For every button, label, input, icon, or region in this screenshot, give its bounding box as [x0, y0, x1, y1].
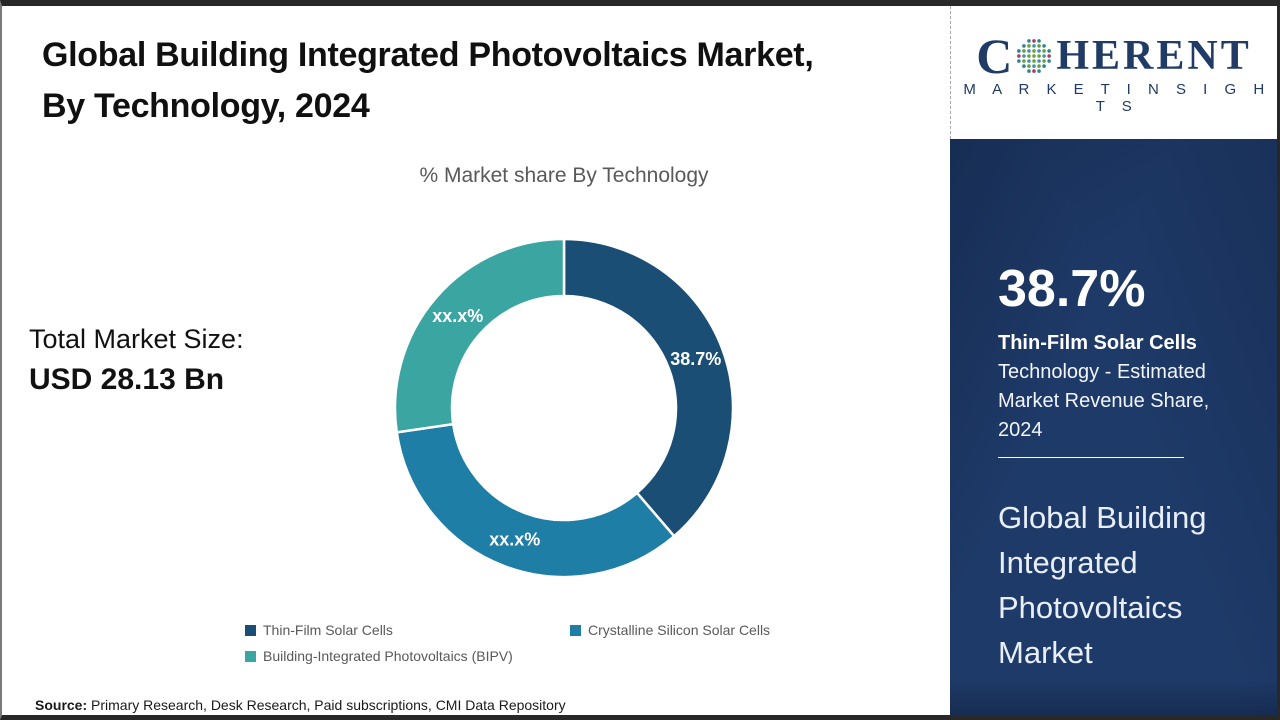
source-text: Primary Research, Desk Research, Paid su…: [91, 697, 566, 713]
legend-label: Thin-Film Solar Cells: [263, 622, 393, 638]
slice-value-label-1: xx.x%: [489, 530, 540, 550]
legend-item[interactable]: Thin-Film Solar Cells: [245, 622, 570, 638]
highlight-stat-description: Thin-Film Solar Cells Technology - Estim…: [998, 329, 1250, 445]
chart-title: % Market share By Technology: [419, 164, 709, 187]
sidebar: C HERENT M A R K E T I N S I G H T S 38.…: [950, 6, 1277, 715]
logo-letter-c: C: [976, 28, 1013, 84]
sidebar-market-name: Global Building Integrated Photovoltaics…: [998, 500, 1207, 670]
slice-value-label-2: xx.x%: [432, 306, 483, 326]
page-title-line2: By Technology, 2024: [42, 87, 370, 125]
source-line: Source: Primary Research, Desk Research,…: [35, 697, 566, 713]
stat-desc-bold: Thin-Film Solar Cells: [998, 332, 1197, 354]
donut-slice-2[interactable]: [393, 237, 566, 434]
source-label: Source:: [35, 697, 88, 713]
chart-legend: Thin-Film Solar Cells Crystalline Silicon…: [245, 622, 770, 664]
stat-desc-rest: Technology - Estimated Market Revenue Sh…: [998, 361, 1210, 441]
page-title: Global Building Integrated Photovoltaics…: [42, 30, 814, 132]
legend-item[interactable]: Building-Integrated Photovoltaics (BIPV): [245, 648, 570, 664]
legend-item[interactable]: Crystalline Silicon Solar Cells: [570, 622, 770, 638]
donut-slice-1[interactable]: [395, 422, 676, 579]
donut-chart[interactable]: 38.7% xx.x% xx.x%: [364, 208, 764, 608]
logo-letters-rest: HERENT: [1056, 33, 1252, 79]
total-market-size: Total Market Size: USD 28.13 Bn: [29, 324, 244, 397]
brand-logo-wordmark: C HERENT: [951, 28, 1277, 84]
slice-value-label-0: 38.7%: [670, 349, 721, 369]
highlight-stat-value: 38.7%: [998, 260, 1146, 318]
donut-slice-0[interactable]: [562, 237, 735, 538]
page-title-line1: Global Building Integrated Photovoltaics…: [42, 36, 814, 74]
legend-label: Crystalline Silicon Solar Cells: [588, 622, 771, 638]
legend-label: Building-Integrated Photovoltaics (BIPV): [263, 648, 513, 664]
coherent-globe-icon: [1017, 39, 1052, 73]
logo-tagline: M A R K E T I N S I G H T S: [963, 81, 1271, 115]
total-market-label: Total Market Size:: [29, 324, 244, 354]
legend-swatch-icon: [245, 625, 256, 636]
divider: [998, 457, 1184, 458]
legend-swatch-icon: [245, 651, 256, 662]
chart-area: Global Building Integrated Photovoltaics…: [2, 6, 950, 715]
brand-logo: C HERENT M A R K E T I N S I G H T S: [950, 6, 1277, 139]
legend-swatch-icon: [570, 625, 581, 636]
total-market-value: USD 28.13 Bn: [29, 363, 225, 396]
sidebar-panel: 38.7% Thin-Film Solar Cells Technology -…: [950, 139, 1277, 715]
